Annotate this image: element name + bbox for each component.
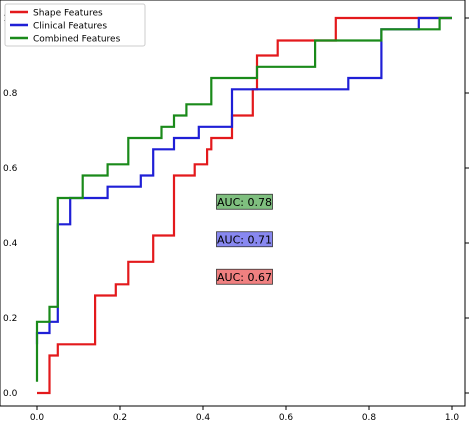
x-tick-label: 0.6 <box>279 413 294 423</box>
x-tick-label: 0.0 <box>30 413 45 423</box>
y-tick-label: 0.4 <box>3 239 18 249</box>
legend-label: Shape Features <box>33 9 103 19</box>
x-tick-label: 0.4 <box>196 413 211 423</box>
auc-label: AUC: 0.67 <box>217 271 272 284</box>
x-tick-label: 0.8 <box>362 413 377 423</box>
y-tick-label: 0.6 <box>3 164 18 174</box>
auc-box <box>216 268 273 285</box>
x-tick-label: 0.2 <box>113 413 127 423</box>
y-tick-label: 0.8 <box>3 89 18 99</box>
plot-frame <box>0 0 466 407</box>
y-tick-label: 0.0 <box>3 389 18 399</box>
axis-ticks: 0.00.20.40.60.81.00.00.20.40.60.81.0 <box>3 14 469 423</box>
legend: Shape Features Clinical Features Combined … <box>4 3 146 47</box>
auc-box <box>216 193 273 210</box>
legend-label: Combined Features <box>33 35 121 45</box>
auc-label: AUC: 0.78 <box>217 196 272 209</box>
auc-annotations: AUC: 0.78 AUC: 0.71 AUC: 0.67 <box>216 193 273 285</box>
auc-label: AUC: 0.71 <box>217 233 272 246</box>
series-line-3 <box>35 16 452 382</box>
x-tick-label: 1.0 <box>445 413 460 423</box>
legend-box <box>4 3 146 47</box>
series-line-1 <box>37 16 452 395</box>
legend-label: Clinical Features <box>33 22 107 32</box>
y-tick-label: 0.2 <box>3 314 17 324</box>
series-lines <box>35 16 452 395</box>
auc-box <box>216 231 273 248</box>
